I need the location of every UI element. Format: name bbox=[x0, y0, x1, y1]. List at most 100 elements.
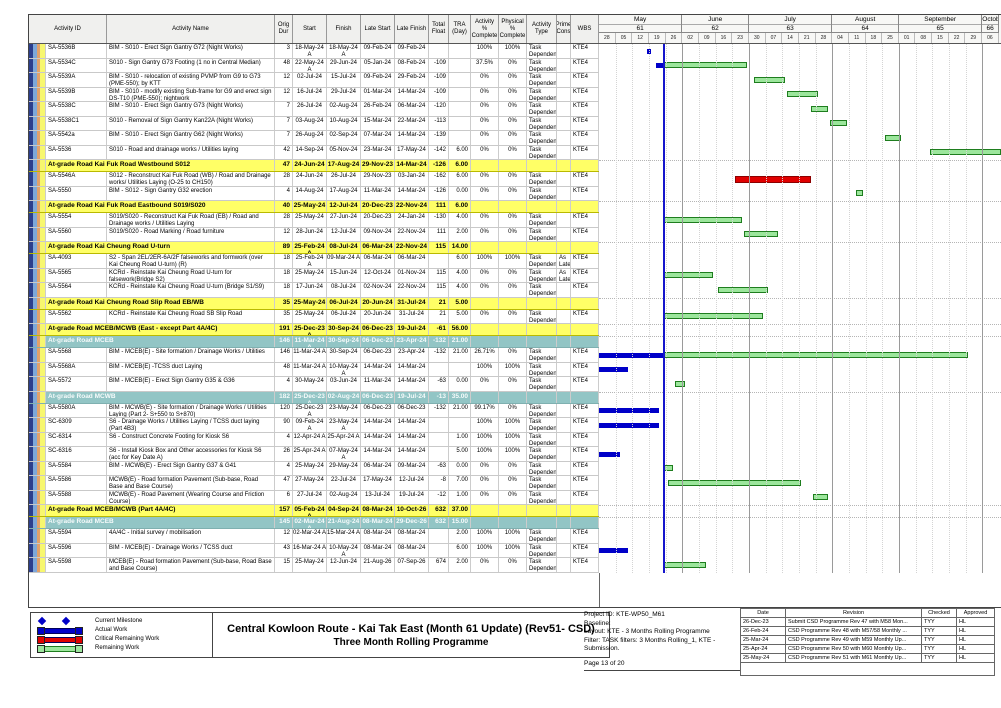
table-cell: KTE4 bbox=[571, 73, 599, 87]
table-cell: Task Dependent bbox=[529, 116, 557, 130]
table-cell bbox=[557, 324, 571, 335]
activity-name: MCEB(E) - Road formation Pavement (Sub-b… bbox=[107, 558, 275, 572]
week-start-label: 21 bbox=[799, 33, 816, 43]
table-cell: 03-Jan-24 bbox=[395, 172, 429, 186]
table-cell: 06-Dec-23 bbox=[361, 336, 395, 347]
table-cell: 15 bbox=[275, 558, 293, 572]
stripe bbox=[32, 309, 37, 323]
table-cell: -8 bbox=[429, 476, 449, 490]
stripe bbox=[29, 461, 33, 475]
remaining-work-bar bbox=[856, 190, 864, 197]
stripe bbox=[32, 201, 37, 212]
table-cell: KTE4 bbox=[571, 44, 599, 58]
table-cell: KTE4 bbox=[571, 403, 599, 417]
table-cell: 21-Aug-24 bbox=[327, 517, 361, 528]
actual-work-bar bbox=[599, 422, 659, 428]
table-cell: 26 bbox=[275, 447, 293, 461]
table-cell bbox=[557, 58, 571, 72]
activity-name: KCRd - Reinstate Kai Cheung Road SB Slip… bbox=[107, 309, 275, 323]
table-cell: 100% bbox=[471, 362, 499, 376]
table-cell: 0% bbox=[471, 227, 499, 241]
week-gridline bbox=[815, 44, 817, 573]
week-start-label: 23 bbox=[732, 33, 749, 43]
table-cell: 14-Mar-24 bbox=[395, 160, 429, 171]
table-cell bbox=[499, 160, 527, 171]
table-cell: 0% bbox=[499, 145, 527, 159]
table-cell: 27-May-24 bbox=[293, 476, 327, 490]
table-cell: 4 bbox=[275, 186, 293, 200]
activity-id: SA-5534C bbox=[46, 58, 107, 72]
gantt-row bbox=[599, 187, 1001, 202]
revision-cell: CSD Programme Rev 48 with M57/58 Monthly… bbox=[785, 626, 922, 636]
table-cell: KTE4 bbox=[571, 186, 599, 200]
table-cell bbox=[527, 391, 557, 403]
table-cell: 25-Dec-23 A bbox=[293, 391, 327, 403]
table-cell: 22-Nov-24 bbox=[395, 227, 429, 241]
table-cell: 02-Aug-24 bbox=[327, 102, 361, 116]
table-cell bbox=[557, 87, 571, 101]
table-cell: 111 bbox=[429, 201, 449, 212]
project-id: Project ID: KTE-WP50_M61 bbox=[584, 611, 665, 618]
table-cell: 14-Mar-24 bbox=[395, 87, 429, 101]
month-number: 62 bbox=[711, 25, 719, 32]
stripe bbox=[36, 391, 41, 403]
week-gridline bbox=[615, 44, 617, 573]
table-cell bbox=[557, 529, 571, 543]
table-cell: 90 bbox=[275, 418, 293, 432]
revision-cell: HL bbox=[956, 617, 995, 627]
activity-id: SC-6316 bbox=[46, 447, 107, 461]
table-cell: 0% bbox=[499, 131, 527, 145]
activity-row: SA-5584 BIM - MCWB(E) - Erect Sign Gantry… bbox=[29, 461, 599, 476]
table-body: SA-5536B BIM - S010 - Erect Sign Gantry G… bbox=[29, 44, 599, 573]
table-cell: 06-Jul-24 bbox=[327, 297, 361, 309]
stripe bbox=[40, 418, 45, 432]
timescale-month: October66 bbox=[982, 15, 999, 33]
stripe bbox=[40, 543, 45, 557]
activity-id: SA-5580A bbox=[46, 403, 107, 417]
stripe bbox=[40, 403, 45, 417]
stripe bbox=[36, 309, 41, 323]
activity-id: SC-6314 bbox=[46, 432, 107, 446]
table-cell: 06-Dec-23 bbox=[361, 403, 395, 417]
stripe bbox=[40, 254, 45, 268]
table-cell: Task Dependent bbox=[529, 403, 557, 417]
column-header: Start bbox=[293, 15, 327, 43]
page-title: Central Kowloon Route - Kai Tak East (Mo… bbox=[227, 622, 595, 635]
stripe bbox=[32, 73, 37, 87]
table-cell: 4.00 bbox=[449, 268, 471, 282]
table-cell bbox=[499, 391, 527, 403]
table-cell: 08-Mar-24 bbox=[395, 543, 429, 557]
table-cell bbox=[557, 476, 571, 490]
gantt-row bbox=[599, 59, 1001, 74]
gantt-row bbox=[599, 505, 1001, 517]
table-cell: 01-Nov-24 bbox=[395, 268, 429, 282]
table-cell: 0.00 bbox=[449, 377, 471, 391]
table-cell: 05-Feb-24 A bbox=[293, 505, 327, 516]
table-cell: 21.00 bbox=[449, 348, 471, 362]
week-start-label: 14 bbox=[782, 33, 799, 43]
table-cell bbox=[449, 362, 471, 376]
table-cell: 14-Mar-24 bbox=[361, 418, 395, 432]
table-cell: 27-Jul-24 bbox=[293, 490, 327, 504]
table-cell: 12 bbox=[275, 529, 293, 543]
activity-row: SC-6316 S6 - Install Kiosk Box and Other … bbox=[29, 447, 599, 462]
table-cell: 0% bbox=[471, 490, 499, 504]
table-cell bbox=[429, 44, 449, 58]
table-cell: 0% bbox=[471, 283, 499, 297]
stripe bbox=[29, 116, 33, 130]
week-start-label: 09 bbox=[699, 33, 716, 43]
table-cell: 14-Mar-24 bbox=[395, 131, 429, 145]
group-name: At-grade Road Kai Fuk Road Eastbound S01… bbox=[46, 201, 275, 212]
table-cell: 0% bbox=[499, 283, 527, 297]
table-cell: 25-Feb-24 A bbox=[293, 242, 327, 253]
month-label: June bbox=[682, 15, 748, 25]
table-cell: 02-Sep-24 bbox=[327, 131, 361, 145]
column-header: Prime Cons bbox=[557, 15, 571, 43]
revision-cell: 25-May-24 bbox=[740, 653, 786, 663]
table-cell: 11-Mar-24 A bbox=[293, 362, 327, 376]
activity-row: SA-5594 4A/4C - Initial survey / mobilisa… bbox=[29, 529, 599, 544]
gantt-row bbox=[599, 172, 1001, 187]
gantt-row bbox=[599, 391, 1001, 404]
stripe bbox=[32, 58, 37, 72]
